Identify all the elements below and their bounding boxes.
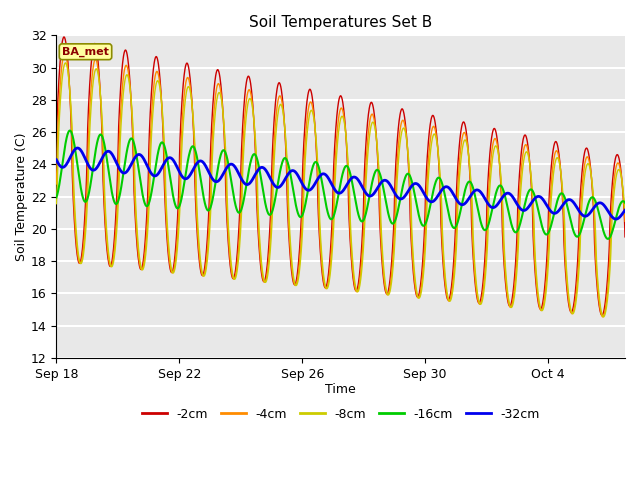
-2cm <box>500 266 508 272</box>
-32cm <box>74 145 81 151</box>
Line: -4cm: -4cm <box>56 53 625 317</box>
-2cm <box>621 234 629 240</box>
-8cm <box>500 248 508 254</box>
-4cm <box>52 181 60 187</box>
-16cm <box>82 199 90 204</box>
-8cm <box>600 314 607 320</box>
-32cm <box>52 157 60 163</box>
-2cm <box>60 34 68 40</box>
Y-axis label: Soil Temperature (C): Soil Temperature (C) <box>15 132 28 261</box>
-32cm <box>605 209 612 215</box>
-4cm <box>605 267 613 273</box>
-8cm <box>621 210 629 216</box>
Line: -8cm: -8cm <box>56 63 625 317</box>
Line: -2cm: -2cm <box>56 37 625 315</box>
-4cm <box>330 216 337 221</box>
-8cm <box>61 60 69 66</box>
-4cm <box>621 218 629 224</box>
-32cm <box>314 176 322 181</box>
-16cm <box>605 236 612 241</box>
-4cm <box>599 314 607 320</box>
-16cm <box>66 128 74 133</box>
-4cm <box>605 271 612 277</box>
Text: BA_met: BA_met <box>62 47 109 57</box>
Legend: -2cm, -4cm, -8cm, -16cm, -32cm: -2cm, -4cm, -8cm, -16cm, -32cm <box>136 403 545 426</box>
-32cm <box>82 157 90 163</box>
-16cm <box>621 200 629 205</box>
-32cm <box>500 192 508 198</box>
-8cm <box>314 168 322 173</box>
Line: -16cm: -16cm <box>56 131 625 239</box>
-2cm <box>605 255 612 261</box>
-8cm <box>330 234 337 240</box>
-4cm <box>500 258 508 264</box>
-8cm <box>82 228 90 234</box>
-32cm <box>612 216 620 222</box>
-4cm <box>82 215 90 221</box>
-32cm <box>605 209 612 215</box>
-32cm <box>621 207 629 213</box>
-8cm <box>605 279 613 285</box>
-2cm <box>330 180 337 186</box>
-16cm <box>52 194 60 200</box>
-8cm <box>52 201 60 206</box>
-2cm <box>605 250 613 255</box>
-16cm <box>605 236 613 241</box>
-2cm <box>52 145 60 151</box>
-4cm <box>314 180 322 186</box>
X-axis label: Time: Time <box>325 384 356 396</box>
-4cm <box>61 50 68 56</box>
-2cm <box>82 197 90 203</box>
-16cm <box>330 215 337 220</box>
-8cm <box>605 283 612 288</box>
-2cm <box>314 204 322 210</box>
-2cm <box>598 312 606 318</box>
-16cm <box>500 191 508 197</box>
-32cm <box>330 184 337 190</box>
-16cm <box>314 162 322 168</box>
Line: -32cm: -32cm <box>56 148 625 219</box>
Title: Soil Temperatures Set B: Soil Temperatures Set B <box>249 15 432 30</box>
-16cm <box>604 236 612 242</box>
